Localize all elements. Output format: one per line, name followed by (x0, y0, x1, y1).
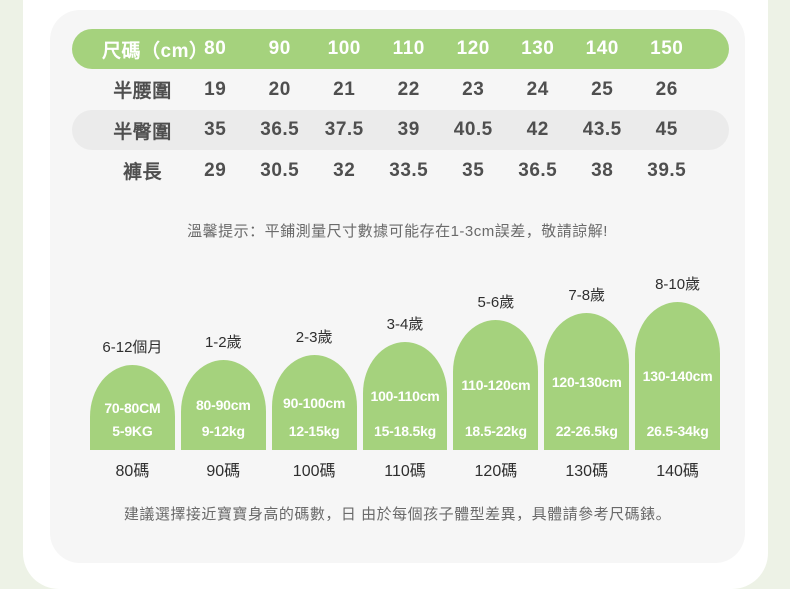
height-range-label: 90-100cm (283, 394, 346, 411)
table-cell: 39 (397, 119, 420, 140)
content-panel: 尺碼（cm） 80 90 100 110 120 130 140 150 半腰圍 19 20 21 2… (23, 0, 768, 589)
table-row: 半臀圍 35 36.5 37.5 39 40.5 42 43.5 45 (72, 110, 729, 150)
size-code-label: 120碼 (474, 463, 518, 480)
size-column-header: 150 (650, 38, 684, 59)
weight-range-label: 9-12kg (201, 423, 245, 439)
table-row: 半腰圍 19 20 21 22 23 24 25 26 (72, 69, 729, 110)
size-arch-bar: 100-110cm 15-18.5kg (362, 342, 448, 450)
table-cell: 42 (526, 119, 549, 140)
weight-range-label: 26.5-34kg (646, 423, 709, 439)
age-size-chart: 6-12個月 70-80CM 5-9KG 1-2歲 80-90cm 9-12kg 2-3歲 9… (90, 273, 721, 450)
table-header-row: 尺碼（cm） 80 90 100 110 120 130 140 150 (72, 29, 729, 69)
row-label: 半臀圍 (113, 121, 172, 143)
height-range-label: 110-120cm (461, 377, 531, 393)
table-row: 褲長 29 30.5 32 33.5 35 36.5 38 39.5 (72, 150, 729, 191)
table-cell: 29 (204, 159, 227, 181)
size-code-label: 100碼 (292, 463, 336, 480)
table-cell: 35 (204, 119, 227, 140)
table-cell: 35 (462, 159, 485, 181)
size-code-label: 80碼 (115, 463, 150, 480)
age-label: 2-3歲 (295, 329, 333, 346)
age-group-column: 1-2歲 80-90cm 9-12kg (180, 331, 266, 450)
size-column-header: 80 (204, 38, 227, 59)
size-column-header: 90 (268, 38, 291, 59)
table-header-label: 尺碼（cm） (102, 40, 209, 62)
size-info-card: 尺碼（cm） 80 90 100 110 120 130 140 150 半腰圍 19 20 21 2… (50, 10, 745, 563)
table-cell: 45 (655, 119, 678, 140)
age-label: 5-6歲 (477, 294, 515, 311)
row-label: 半腰圍 (113, 81, 172, 102)
table-cell: 38 (591, 159, 614, 181)
age-group-column: 7-8歲 120-130cm 22-26.5kg (544, 284, 630, 450)
table-cell: 20 (268, 78, 291, 100)
table-cell: 40.5 (453, 119, 493, 140)
size-column-header: 100 (327, 38, 361, 59)
size-code-label: 90碼 (206, 463, 241, 480)
table-cell: 24 (526, 78, 549, 100)
size-code-label: 130碼 (565, 463, 609, 480)
height-range-label: 80-90cm (195, 397, 251, 413)
size-column-header: 140 (585, 38, 619, 59)
table-cell: 19 (204, 78, 227, 100)
measure-tip-text: 溫馨提示：平鋪測量尺寸數據可能存在1-3cm誤差，敬請諒解! (187, 223, 608, 240)
age-label: 7-8歲 (568, 287, 606, 304)
height-range-label: 130-140cm (642, 368, 713, 384)
size-arch-bar: 70-80CM 5-9KG (90, 365, 175, 450)
table-cell: 36.5 (260, 119, 300, 140)
size-arch-bar: 110-120cm 18.5-22kg (453, 320, 539, 450)
weight-range-label: 15-18.5kg (373, 423, 437, 439)
weight-range-label: 12-15kg (288, 423, 340, 439)
size-column-header: 130 (521, 38, 555, 59)
size-advice-note: 建議選擇接近寶寶身高的碼數，日 由於每個孩子體型差異，具體請參考尺碼錶。 (123, 506, 672, 523)
table-cell: 39.5 (647, 159, 687, 181)
size-code-label: 110碼 (384, 463, 426, 480)
size-column-header: 120 (456, 38, 490, 59)
size-codes-row: 80碼 90碼 100碼 110碼 120碼 130碼 140碼 (90, 457, 720, 481)
table-cell: 37.5 (324, 119, 364, 140)
age-group-column: 8-10歲 130-140cm 26.5-34kg (635, 273, 721, 450)
table-cell: 30.5 (260, 159, 300, 181)
age-label: 8-10歲 (655, 276, 701, 293)
age-group-column: 3-4歲 100-110cm 15-18.5kg (362, 313, 448, 450)
height-range-label: 100-110cm (370, 388, 440, 404)
weight-range-label: 18.5-22kg (464, 423, 527, 439)
table-cell: 23 (462, 78, 485, 100)
size-arch-bar: 90-100cm 12-15kg (271, 355, 357, 450)
age-group-column: 6-12個月 70-80CM 5-9KG (90, 336, 175, 450)
height-range-label: 70-80CM (104, 399, 161, 416)
size-arch-bar: 130-140cm 26.5-34kg (635, 302, 721, 450)
age-label: 1-2歲 (204, 334, 242, 351)
table-cell: 21 (333, 78, 356, 100)
age-label: 3-4歲 (386, 316, 424, 333)
weight-range-label: 22-26.5kg (555, 423, 618, 439)
age-group-column: 5-6歲 110-120cm 18.5-22kg (453, 291, 539, 450)
size-table: 尺碼（cm） 80 90 100 110 120 130 140 150 半腰圍 19 20 21 2… (72, 29, 729, 191)
table-cell: 33.5 (389, 159, 429, 181)
height-range-label: 120-130cm (551, 373, 622, 390)
table-cell: 26 (655, 78, 678, 100)
table-cell: 43.5 (582, 119, 622, 140)
table-cell: 32 (333, 159, 356, 181)
age-group-column: 2-3歲 90-100cm 12-15kg (271, 326, 357, 450)
table-cell: 25 (591, 78, 614, 100)
size-column-header: 110 (392, 38, 425, 59)
weight-range-label: 5-9KG (112, 423, 153, 439)
age-label: 6-12個月 (102, 339, 163, 356)
size-arch-bar: 120-130cm 22-26.5kg (544, 313, 630, 450)
table-cell: 36.5 (518, 159, 558, 181)
row-label: 褲長 (122, 162, 162, 183)
table-cell: 22 (397, 78, 420, 100)
size-code-label: 140碼 (656, 463, 699, 480)
size-arch-bar: 80-90cm 9-12kg (180, 360, 266, 450)
